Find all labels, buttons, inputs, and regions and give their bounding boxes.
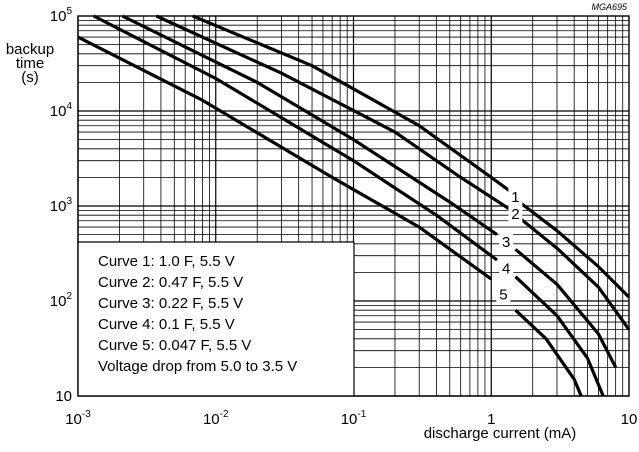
curve-4-upper <box>92 14 498 262</box>
x-tick-label: 10 <box>621 411 638 428</box>
curve-label: 4 <box>502 260 510 277</box>
x-tick-label: 10-2 <box>203 409 229 428</box>
curve-5-lower <box>514 309 583 397</box>
y-tick-label: 10 <box>55 388 72 405</box>
x-tick-label: 10-1 <box>341 409 367 428</box>
y-tick-label: 105 <box>50 6 73 25</box>
curve-label: 1 <box>511 189 519 206</box>
curve-label: 3 <box>502 234 510 251</box>
y-tick-label: 104 <box>50 101 73 120</box>
curve-label-bg <box>499 259 514 278</box>
legend-entry: Curve 1: 1.0 F, 5.5 V <box>98 253 235 270</box>
curve-2-upper <box>155 14 513 212</box>
curve-label: 2 <box>511 206 519 223</box>
y-tick-label: 103 <box>50 196 73 215</box>
curve-4-lower <box>514 275 605 397</box>
curve-label-bg <box>499 232 514 251</box>
figure-code: MGA695 <box>591 2 628 12</box>
legend-entry: Curve 4: 0.1 F, 5.5 V <box>98 316 235 333</box>
tick-labels: 10-3 10-2 10-1 1 10 10 102 103 104 105 <box>50 6 638 428</box>
series-curves: 123 4 5 <box>77 14 631 397</box>
y-axis-label-line: backup <box>6 41 54 58</box>
y-tick-label: 102 <box>50 291 73 310</box>
curve-3-lower <box>514 248 618 369</box>
curve-label-bg <box>508 188 523 207</box>
curve-2-lower <box>518 216 631 331</box>
legend-entry: Voltage drop from 5.0 to 3.5 V <box>98 358 297 375</box>
curve-label: 5 <box>499 287 507 304</box>
x-tick-label: 1 <box>487 411 495 428</box>
curve-1-lower <box>518 200 631 299</box>
legend-entry: Curve 3: 0.22 F, 5.5 V <box>98 295 243 312</box>
x-tick-label: 10-3 <box>65 409 91 428</box>
curve-5-upper <box>77 35 493 281</box>
curve-label-bg <box>496 285 511 304</box>
x-axis-label: discharge current (mA) <box>424 425 577 442</box>
curve-1-upper <box>192 14 513 194</box>
legend-box <box>78 242 354 396</box>
y-axis-label-line: (s) <box>21 69 39 86</box>
curve-3-upper <box>121 14 498 236</box>
curve-label-bg <box>508 205 523 224</box>
legend-entry: Curve 5: 0.047 F, 5.5 V <box>98 337 251 354</box>
legend-entry: Curve 2: 0.47 F, 5.5 V <box>98 274 243 291</box>
legend: Curve 1: 1.0 F, 5.5 V Curve 2: 0.47 F, 5.… <box>78 241 355 396</box>
y-axis-label-line: time <box>16 55 44 72</box>
plot-frame <box>77 15 630 397</box>
